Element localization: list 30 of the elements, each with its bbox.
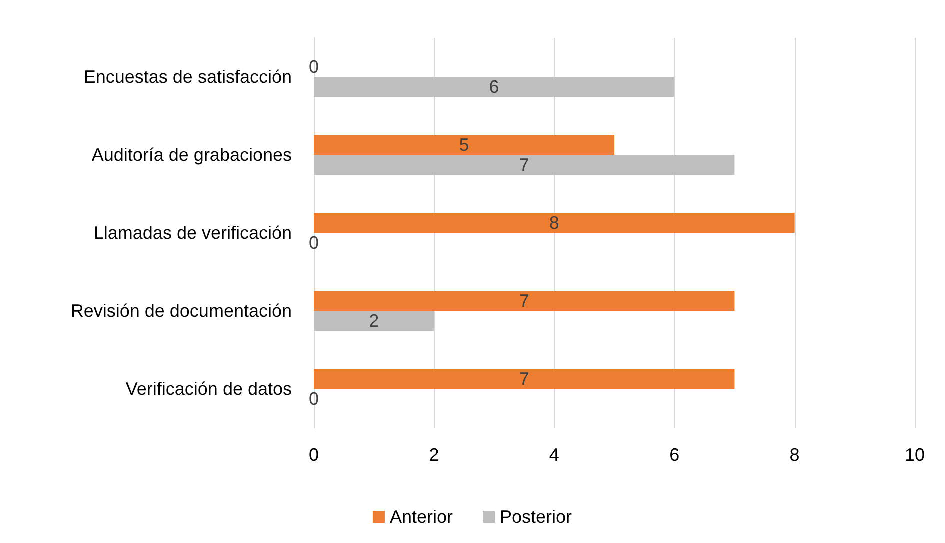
data-label: 0 [308, 233, 320, 253]
x-tick-label: 2 [429, 445, 440, 465]
y-tick-label: Auditoría de grabaciones [92, 145, 292, 165]
bar [314, 369, 735, 389]
bar [314, 311, 434, 331]
x-tick-label: 10 [904, 445, 926, 465]
y-tick-label: Revisión de documentación [70, 301, 292, 321]
data-label: 7 [519, 155, 530, 175]
data-label: 6 [489, 77, 500, 97]
bar [314, 155, 735, 175]
y-tick-label: Llamadas de verificación [94, 223, 292, 243]
x-tick-label: 4 [549, 445, 560, 465]
legend-label: Posterior [500, 507, 572, 527]
x-tick-label: 6 [670, 445, 680, 465]
data-label: 2 [369, 311, 380, 331]
data-label: 0 [308, 389, 320, 409]
data-label: 8 [549, 213, 560, 233]
y-tick-label: Verificación de datos [126, 379, 292, 399]
bar [314, 213, 795, 233]
y-tick-label: Encuestas de satisfacción [84, 67, 292, 87]
bar [314, 291, 735, 311]
bar [314, 135, 614, 155]
x-tick-label: 0 [308, 445, 320, 465]
bar [314, 77, 675, 97]
data-label: 5 [459, 135, 470, 155]
legend-label: Anterior [390, 507, 454, 527]
data-label: 7 [519, 291, 530, 311]
data-label: 0 [308, 57, 320, 77]
x-tick-label: 8 [790, 445, 800, 465]
data-label: 7 [519, 369, 530, 389]
